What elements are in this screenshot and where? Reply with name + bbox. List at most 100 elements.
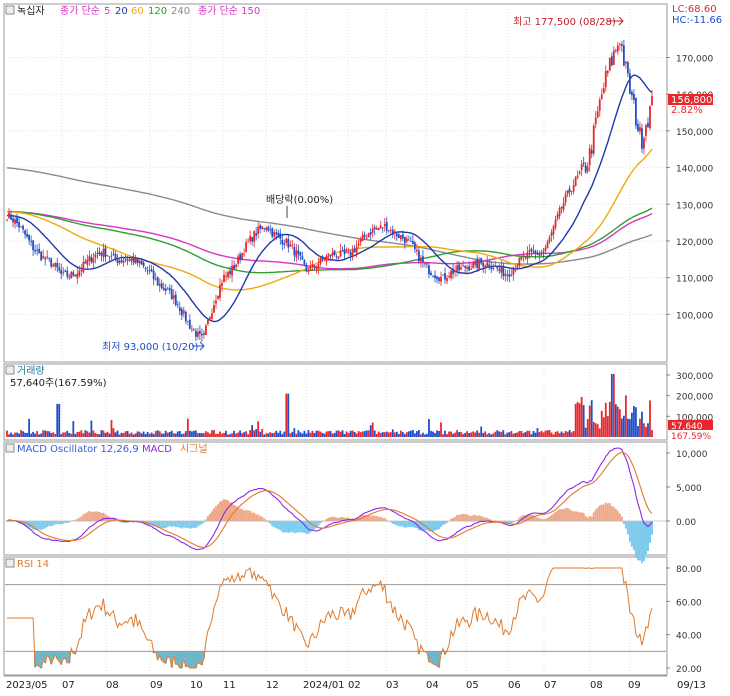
volume-bar xyxy=(26,433,28,437)
ma240-label: 240 xyxy=(171,6,190,17)
ma5-label: 5 xyxy=(104,6,110,17)
oscillator-bar xyxy=(408,521,410,527)
dividend-annotation: 배당락(0.00%) xyxy=(266,194,333,206)
candle-body xyxy=(209,317,211,319)
volume-bar xyxy=(344,434,346,437)
oscillator-bar xyxy=(251,513,253,522)
candle-body xyxy=(374,227,376,229)
volume-toggle-icon[interactable] xyxy=(6,366,14,374)
candle-body xyxy=(275,232,277,234)
oscillator-bar xyxy=(243,511,245,522)
candle-body xyxy=(366,237,368,238)
candle-body xyxy=(587,167,589,172)
volume-bar xyxy=(619,409,621,437)
candle-body xyxy=(301,256,303,259)
candle-body xyxy=(420,258,422,262)
candle-body xyxy=(8,213,10,218)
candle-body xyxy=(229,271,231,274)
oscillator-bar xyxy=(171,521,173,527)
candle-body xyxy=(84,262,86,264)
x-axis-label: 07 xyxy=(544,680,557,691)
oscillator-bar xyxy=(559,509,561,521)
price-tick-label: 110,000 xyxy=(676,275,713,285)
oscillator-bar xyxy=(643,521,645,561)
volume-bar xyxy=(193,431,195,437)
oscillator-bar xyxy=(575,511,577,521)
oscillator-bar xyxy=(557,511,559,522)
oscillator-bar xyxy=(104,514,106,521)
candle-body xyxy=(408,240,410,241)
candle-body xyxy=(297,250,299,254)
oscillator-bar xyxy=(472,515,474,521)
x-axis-label: 07 xyxy=(62,680,75,691)
oscillator-bar xyxy=(585,516,587,521)
volume-bar xyxy=(502,430,504,437)
candle-body xyxy=(454,271,456,272)
candle-body xyxy=(257,227,259,234)
volume-bar xyxy=(111,420,113,437)
volume-bar xyxy=(6,431,8,437)
volume-bar xyxy=(498,431,500,437)
candle-body xyxy=(241,253,243,259)
candle-body xyxy=(50,259,52,267)
oscillator-bar xyxy=(32,521,34,530)
candle-body xyxy=(350,252,352,255)
volume-bar xyxy=(621,418,623,437)
volume-bar xyxy=(137,431,139,437)
volume-bar xyxy=(352,431,354,437)
candle-body xyxy=(523,255,525,256)
volume-bar xyxy=(324,434,326,437)
candle-body xyxy=(265,228,267,231)
candle-body xyxy=(273,232,275,236)
candle-body xyxy=(396,234,398,237)
candle-body xyxy=(52,265,54,267)
oscillator-bar xyxy=(96,512,98,522)
candle-body xyxy=(56,263,58,267)
candle-body xyxy=(354,248,356,252)
oscillator-bar xyxy=(167,521,169,527)
candle-body xyxy=(422,256,424,262)
oscillator-bar xyxy=(245,510,247,521)
oscillator-bar xyxy=(191,521,193,528)
candle-body xyxy=(277,233,279,236)
volume-bar xyxy=(318,431,320,437)
volume-bar xyxy=(593,422,595,437)
rsi-toggle-icon[interactable] xyxy=(6,559,14,567)
candle-body xyxy=(617,46,619,52)
oscillator-bar xyxy=(317,521,319,526)
candle-body xyxy=(46,256,48,257)
volume-bar xyxy=(12,435,14,437)
volume-bar xyxy=(287,394,289,437)
macd-toggle-icon[interactable] xyxy=(6,444,14,452)
volume-bar xyxy=(275,431,277,437)
candle-body xyxy=(344,249,346,254)
oscillator-bar xyxy=(179,521,181,528)
oscillator-bar xyxy=(410,521,412,527)
candle-body xyxy=(70,272,72,279)
candle-body xyxy=(161,283,163,288)
oscillator-bar xyxy=(201,521,203,524)
oscillator-bar xyxy=(269,521,271,524)
candle-body xyxy=(10,214,12,219)
price-tick-label: 120,000 xyxy=(676,238,713,248)
volume-bar xyxy=(177,432,179,437)
candle-body xyxy=(496,266,498,268)
volume-bar xyxy=(207,432,209,437)
volume-bar xyxy=(8,434,10,437)
candle-body xyxy=(181,309,183,315)
panel-toggle-icon[interactable] xyxy=(6,6,14,14)
candle-body xyxy=(547,242,549,249)
oscillator-bar xyxy=(627,521,629,534)
price-change: 2.82% xyxy=(671,105,703,116)
oscillator-bar xyxy=(257,515,259,522)
oscillator-bar xyxy=(211,511,213,521)
oscillator-bar xyxy=(635,521,637,556)
candle-body xyxy=(107,255,109,256)
ma120-label: 120 xyxy=(148,6,167,17)
candle-body xyxy=(494,266,496,267)
oscillator-bar xyxy=(209,514,211,522)
volume-tick-label: 300,000 xyxy=(676,372,713,382)
volume-info: 57,640주(167.59%) xyxy=(10,378,107,389)
oscillator-bar xyxy=(595,509,597,521)
volume-bar xyxy=(195,431,197,437)
